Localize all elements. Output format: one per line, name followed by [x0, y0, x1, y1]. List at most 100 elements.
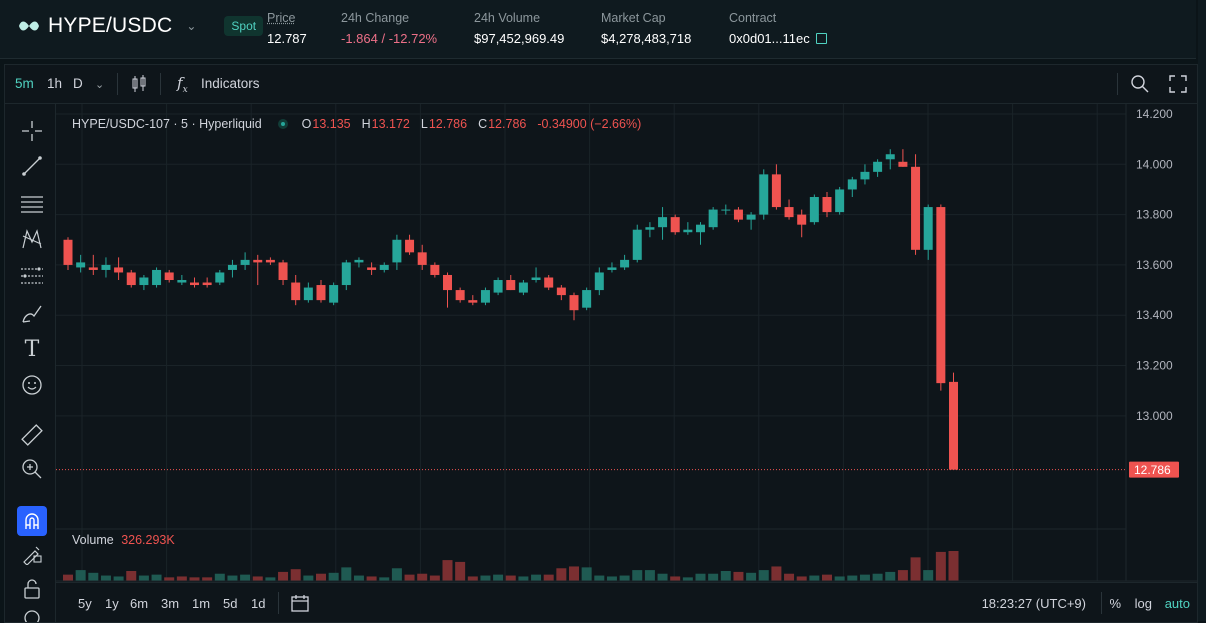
emoji-icon[interactable]: [19, 372, 45, 398]
volume-bar: [303, 575, 314, 581]
legend-low-label: L: [420, 117, 428, 131]
horizontal-lines-icon[interactable]: [19, 190, 45, 216]
stat-24h-change: 24h Change -1.864 / -12.72%: [341, 11, 437, 46]
interval-5m[interactable]: 5m: [15, 76, 34, 91]
indicators-icon[interactable]: fx: [177, 74, 188, 95]
candle-body: [379, 264, 389, 270]
candle-body: [493, 280, 503, 293]
lock-drawings-icon[interactable]: [19, 541, 45, 567]
candlestick-icon: [132, 75, 146, 92]
candle-body: [784, 207, 794, 218]
legend-open: 13.135: [312, 117, 351, 131]
volume-bar: [657, 573, 668, 581]
candle-body: [480, 290, 490, 303]
trend-line-icon[interactable]: [19, 153, 45, 179]
contract-link[interactable]: 0x0d01...11ec: [729, 31, 827, 46]
toolbar-divider: [117, 73, 118, 95]
candle-body: [278, 262, 288, 281]
volume-bar: [695, 573, 706, 581]
candle-body: [936, 207, 946, 384]
interval-1h[interactable]: 1h: [47, 76, 63, 91]
range-5d[interactable]: 5d: [223, 596, 238, 611]
pattern-icon[interactable]: [19, 226, 45, 252]
external-link-icon[interactable]: [815, 33, 827, 44]
candle-series: [63, 149, 958, 470]
stat-market-cap: Market Cap $4,278,483,718: [601, 11, 691, 46]
volume-bar: [733, 571, 744, 581]
range-3m[interactable]: 3m: [161, 596, 180, 611]
fib-retracement-icon[interactable]: [19, 263, 45, 289]
candle-body: [101, 264, 111, 270]
pair-selector[interactable]: HYPE/USDC ⌄ Spot: [18, 14, 264, 38]
utc-clock[interactable]: 18:23:27 (UTC+9): [981, 596, 1086, 611]
crosshair-icon[interactable]: [19, 118, 45, 144]
visibility-icon[interactable]: [19, 608, 45, 622]
candle-body: [733, 209, 743, 220]
range-1d[interactable]: 1d: [251, 596, 266, 611]
stat-value: 0x0d01...11ec: [729, 31, 810, 46]
volume-bar: [910, 557, 921, 581]
range-5y[interactable]: 5y: [78, 596, 92, 611]
volume-bar: [417, 573, 428, 581]
candle-body: [708, 209, 718, 228]
candle-body: [835, 189, 845, 213]
candle-body: [911, 166, 921, 250]
legend-change: -0.34900 (−2.66%): [537, 117, 642, 131]
candle-body: [949, 381, 958, 470]
volume-label: Volume: [72, 533, 114, 547]
legend-high: 13.172: [371, 117, 410, 131]
candle-body: [291, 282, 301, 301]
zoom-in-icon[interactable]: [19, 456, 45, 482]
log-scale-toggle[interactable]: log: [1134, 596, 1152, 611]
auto-scale-toggle[interactable]: auto: [1164, 596, 1190, 611]
volume-bar: [632, 570, 643, 581]
volume-bar: [543, 574, 554, 581]
brush-icon[interactable]: [19, 300, 45, 326]
candle-body: [658, 217, 668, 228]
price-chart[interactable]: 14.200 14.000 13.800 13.600 13.400 13.200 13.0…: [56, 104, 1197, 582]
interval-d[interactable]: D: [73, 76, 83, 91]
candle-body: [215, 272, 225, 283]
toolbar-divider: [278, 592, 279, 614]
volume-bar: [948, 551, 959, 581]
candle-body: [443, 274, 452, 291]
indicators-button[interactable]: Indicators: [201, 76, 260, 91]
text-tool-icon[interactable]: T: [24, 336, 40, 362]
candle-type-icon[interactable]: [131, 74, 147, 97]
range-1m[interactable]: 1m: [192, 596, 211, 611]
volume-bar: [151, 574, 162, 581]
candle-body: [847, 179, 857, 190]
volume-bar: [442, 560, 453, 581]
screenshot-search-icon[interactable]: [1130, 74, 1150, 97]
volume-bar: [606, 576, 617, 581]
volume-bar: [278, 571, 289, 581]
candle-body: [746, 214, 756, 220]
volume-bar: [240, 574, 251, 581]
candle-body: [392, 239, 402, 263]
volume-bar: [189, 577, 200, 581]
interval-dropdown-icon[interactable]: ⌄: [95, 79, 105, 91]
toolbar-divider: [1101, 592, 1102, 614]
candle-body: [202, 282, 212, 286]
percent-scale-toggle[interactable]: %: [1109, 596, 1121, 611]
candle-body: [759, 174, 769, 215]
candle-body: [645, 227, 655, 230]
candle-body: [417, 252, 427, 265]
candle-body: [341, 262, 351, 286]
magnet-icon[interactable]: [17, 506, 47, 536]
volume-bar: [556, 568, 567, 581]
volume-bar: [505, 575, 516, 581]
chevron-down-icon[interactable]: ⌄: [186, 19, 197, 33]
range-6m[interactable]: 6m: [130, 596, 149, 611]
ruler-icon[interactable]: [19, 422, 45, 448]
range-1y[interactable]: 1y: [105, 596, 119, 611]
fullscreen-icon[interactable]: [1169, 75, 1187, 96]
candle-body: [771, 174, 781, 208]
volume-bar: [467, 576, 478, 581]
date-range-icon[interactable]: [290, 593, 310, 618]
candle-body: [190, 282, 199, 286]
lock-icon[interactable]: [19, 576, 45, 602]
candle-body: [88, 267, 98, 270]
volume-bar: [822, 574, 832, 581]
candle-body: [683, 229, 693, 233]
